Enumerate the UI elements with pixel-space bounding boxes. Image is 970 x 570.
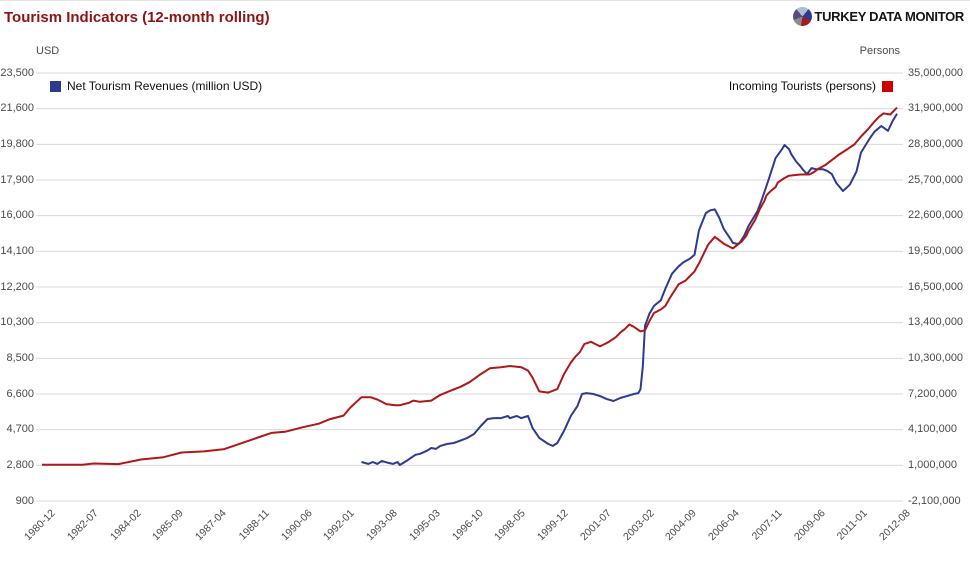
gridlines	[36, 72, 903, 502]
y-axis-tick-label-right: 16,500,000	[908, 280, 964, 293]
y-axis-tick-label-left: 2,800	[6, 458, 34, 471]
tourists-line	[42, 106, 898, 466]
y-axis-tick-label-left: 14,100	[0, 244, 34, 257]
y-axis-tick-label-left: 21,600	[0, 102, 34, 115]
y-axis-tick-label-right: 19,500,000	[908, 244, 964, 257]
pie-chart-logo-icon	[793, 7, 813, 26]
y-axis-tick-label-left: 17,900	[0, 173, 34, 186]
legend-item-revenues: Net Tourism Revenues (million USD)	[50, 79, 262, 93]
y-axis-tick-label-left: 16,000	[0, 209, 34, 222]
brand-logo-text: TURKEY DATA MONITOR	[814, 9, 964, 24]
left-axis-unit-label: USD	[36, 45, 60, 57]
y-axis-tick-label-left: 4,700	[6, 423, 34, 436]
y-axis-tick-label-right: 7,200,000	[908, 387, 957, 400]
y-axis-tick-label-left: 23,500	[0, 66, 34, 79]
y-axis-tick-label-right: 25,700,000	[908, 173, 964, 186]
y-axis-tick-label-left: 10,300	[0, 316, 34, 329]
revenues-line	[361, 113, 898, 466]
y-axis-tick-label-left: 900	[15, 494, 34, 507]
y-axis-tick-label-right: 35,000,000	[908, 66, 964, 79]
y-axis-tick-label-right: 31,900,000	[908, 102, 964, 115]
y-axis-tick-label-right: 28,800,000	[908, 137, 964, 150]
y-axis-tick-label-left: 12,200	[0, 280, 34, 293]
y-axis-tick-label-right: -2,100,000	[908, 494, 961, 507]
y-axis-tick-label-left: 6,600	[6, 387, 34, 400]
revenues-legend-swatch-icon	[50, 80, 61, 92]
y-axis-tick-label-left: 19,800	[0, 137, 34, 150]
y-axis-tick-label-right: 13,400,000	[908, 316, 964, 329]
page-title: Tourism Indicators (12-month rolling)	[4, 9, 270, 26]
tourists-legend-swatch-icon	[882, 80, 893, 92]
y-axis-tick-label-left: 8,500	[6, 351, 34, 364]
y-axis-tick-label-right: 4,100,000	[908, 423, 957, 436]
series-lines	[42, 106, 898, 466]
revenues-legend-label: Net Tourism Revenues (million USD)	[67, 79, 263, 93]
brand-logo: TURKEY DATA MONITOR	[793, 7, 964, 26]
y-axis-tick-label-right: 10,300,000	[908, 351, 964, 364]
y-axis-tick-label-right: 22,600,000	[908, 209, 964, 222]
right-axis-unit-label: Persons	[859, 45, 900, 57]
tourists-legend-label: Incoming Tourists (persons)	[728, 79, 876, 93]
y-axis-tick-label-right: 1,000,000	[908, 458, 957, 471]
legend-item-tourists: Incoming Tourists (persons)	[729, 79, 893, 93]
